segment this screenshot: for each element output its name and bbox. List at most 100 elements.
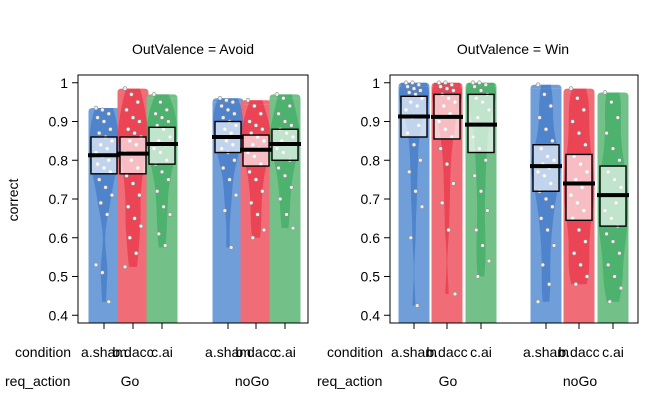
group-label-nogo: noGo: [563, 373, 597, 389]
data-point: [403, 80, 409, 85]
data-point: [604, 130, 609, 136]
data-point: [551, 243, 557, 248]
data-point: [440, 200, 445, 206]
data-point: [255, 212, 260, 217]
x-tick-label-b.dacc: b.dacc: [558, 344, 599, 360]
data-point: [475, 274, 480, 279]
data-point: [217, 96, 223, 101]
y-tick-label: 0.9: [49, 114, 69, 130]
data-point: [483, 82, 488, 87]
violin-Go-a.sham: [399, 82, 429, 306]
data-point: [578, 262, 583, 268]
data-point: [407, 169, 412, 175]
data-point: [153, 111, 158, 116]
data-point: [224, 97, 229, 103]
data-point: [289, 185, 294, 190]
data-point: [166, 119, 171, 124]
data-point: [245, 97, 251, 103]
data-point: [109, 192, 115, 198]
data-point: [96, 130, 102, 136]
data-point: [104, 212, 110, 217]
y-tick-label: 0.5: [49, 269, 69, 285]
data-point: [470, 80, 476, 85]
x-tick-label-c.ai: c.ai: [151, 344, 173, 360]
data-point: [438, 146, 443, 151]
data-point: [161, 204, 166, 209]
data-point: [290, 225, 296, 231]
data-point: [108, 127, 113, 132]
y-tick-label: 0.5: [361, 269, 381, 285]
data-point: [284, 212, 289, 217]
y-tick-label: 0.6: [49, 230, 69, 246]
data-point: [540, 262, 545, 268]
data-point: [229, 245, 234, 250]
row-label-req-action: req_action: [5, 373, 70, 389]
data-point: [568, 86, 574, 91]
data-point: [542, 92, 547, 97]
data-point: [166, 177, 171, 182]
data-point: [98, 200, 104, 206]
data-point: [485, 208, 490, 213]
y-tick-label: 0.7: [361, 191, 381, 207]
data-point: [106, 299, 112, 304]
data-point: [583, 142, 588, 147]
data-point: [615, 115, 620, 120]
data-point: [548, 103, 553, 109]
data-point: [573, 282, 578, 287]
data-point: [151, 92, 157, 97]
violin-Go-b.dacc: [118, 88, 148, 267]
data-point: [474, 227, 479, 233]
data-point: [249, 200, 254, 206]
y-tick-label: 1: [372, 75, 380, 91]
row-label-condition: condition: [15, 344, 71, 360]
data-point: [289, 123, 294, 128]
data-point: [130, 181, 136, 186]
data-point: [570, 119, 575, 124]
y-tick-label: 0.8: [361, 152, 381, 168]
data-point: [405, 84, 410, 89]
panel-title: OutValence = Win: [457, 41, 569, 57]
data-point: [282, 119, 288, 124]
group-label-go: Go: [439, 373, 458, 389]
x-tick-label-c.ai: c.ai: [274, 344, 296, 360]
data-point: [96, 177, 102, 182]
data-point: [609, 99, 614, 105]
data-point: [122, 86, 128, 91]
data-point: [101, 119, 107, 124]
data-point: [100, 107, 105, 113]
data-point: [537, 115, 542, 120]
data-point: [93, 105, 99, 111]
data-point: [95, 115, 100, 120]
x-tick-label-a.sham: a.sham: [81, 344, 127, 360]
data-point: [446, 227, 451, 233]
data-point: [478, 88, 484, 93]
data-point: [219, 103, 224, 109]
data-point: [617, 251, 622, 256]
row-label-condition: condition: [327, 344, 383, 360]
panel-win: OutValence = Win condition req_action Go…: [317, 41, 639, 389]
data-point: [260, 127, 265, 132]
data-point: [605, 262, 611, 268]
data-point: [472, 173, 477, 178]
data-point: [232, 158, 237, 163]
violin-noGo-c.ai: [270, 94, 300, 229]
data-point: [486, 258, 492, 264]
data-point: [278, 196, 283, 202]
data-point: [607, 299, 612, 304]
data-point: [138, 223, 144, 229]
data-point: [125, 127, 131, 132]
data-point: [545, 227, 550, 233]
data-point: [418, 88, 423, 93]
data-point: [261, 227, 267, 233]
data-point: [230, 99, 236, 105]
data-point: [167, 212, 173, 217]
violin-noGo-a.sham: [531, 84, 561, 302]
data-point: [287, 103, 292, 109]
data-point: [132, 130, 137, 136]
data-point: [418, 158, 423, 163]
data-point: [129, 92, 134, 97]
data-point: [449, 82, 454, 87]
data-point: [581, 107, 586, 113]
data-point: [550, 204, 555, 209]
